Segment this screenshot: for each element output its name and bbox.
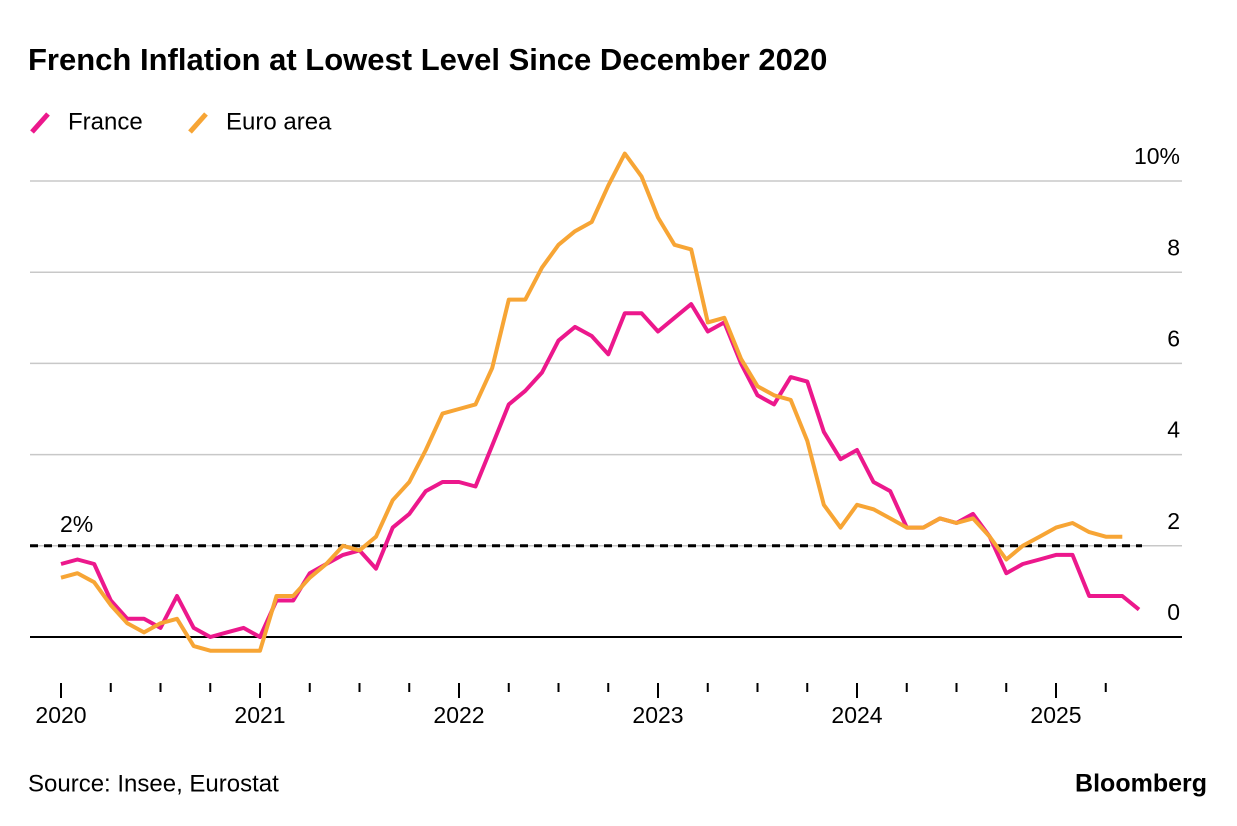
legend-swatch [188,112,208,134]
x-tick-label: 2024 [831,702,882,728]
x-tick-label: 2025 [1030,702,1081,728]
y-tick-label: 10% [1134,143,1180,169]
series-line [60,302,1141,639]
chart-title: French Inflation at Lowest Level Since D… [28,42,827,77]
y-tick-label: 8 [1167,234,1180,260]
legend-label: Euro area [226,108,332,135]
y-tick-label: 4 [1167,417,1180,443]
x-tick-label: 2020 [35,702,86,728]
x-tick-label: 2023 [632,702,683,728]
reference-label: 2% [60,511,93,537]
series-line [60,151,1123,653]
x-tick-label: 2021 [234,702,285,728]
credit: Bloomberg [1075,770,1207,798]
y-tick-label: 2 [1167,508,1180,534]
source: Source: Insee, Eurostat [28,770,279,797]
x-tick-label: 2022 [433,702,484,728]
y-tick-label: 6 [1167,325,1180,351]
legend-label: France [68,108,143,135]
legend-swatch [30,112,50,134]
y-tick-label: 0 [1167,599,1180,625]
